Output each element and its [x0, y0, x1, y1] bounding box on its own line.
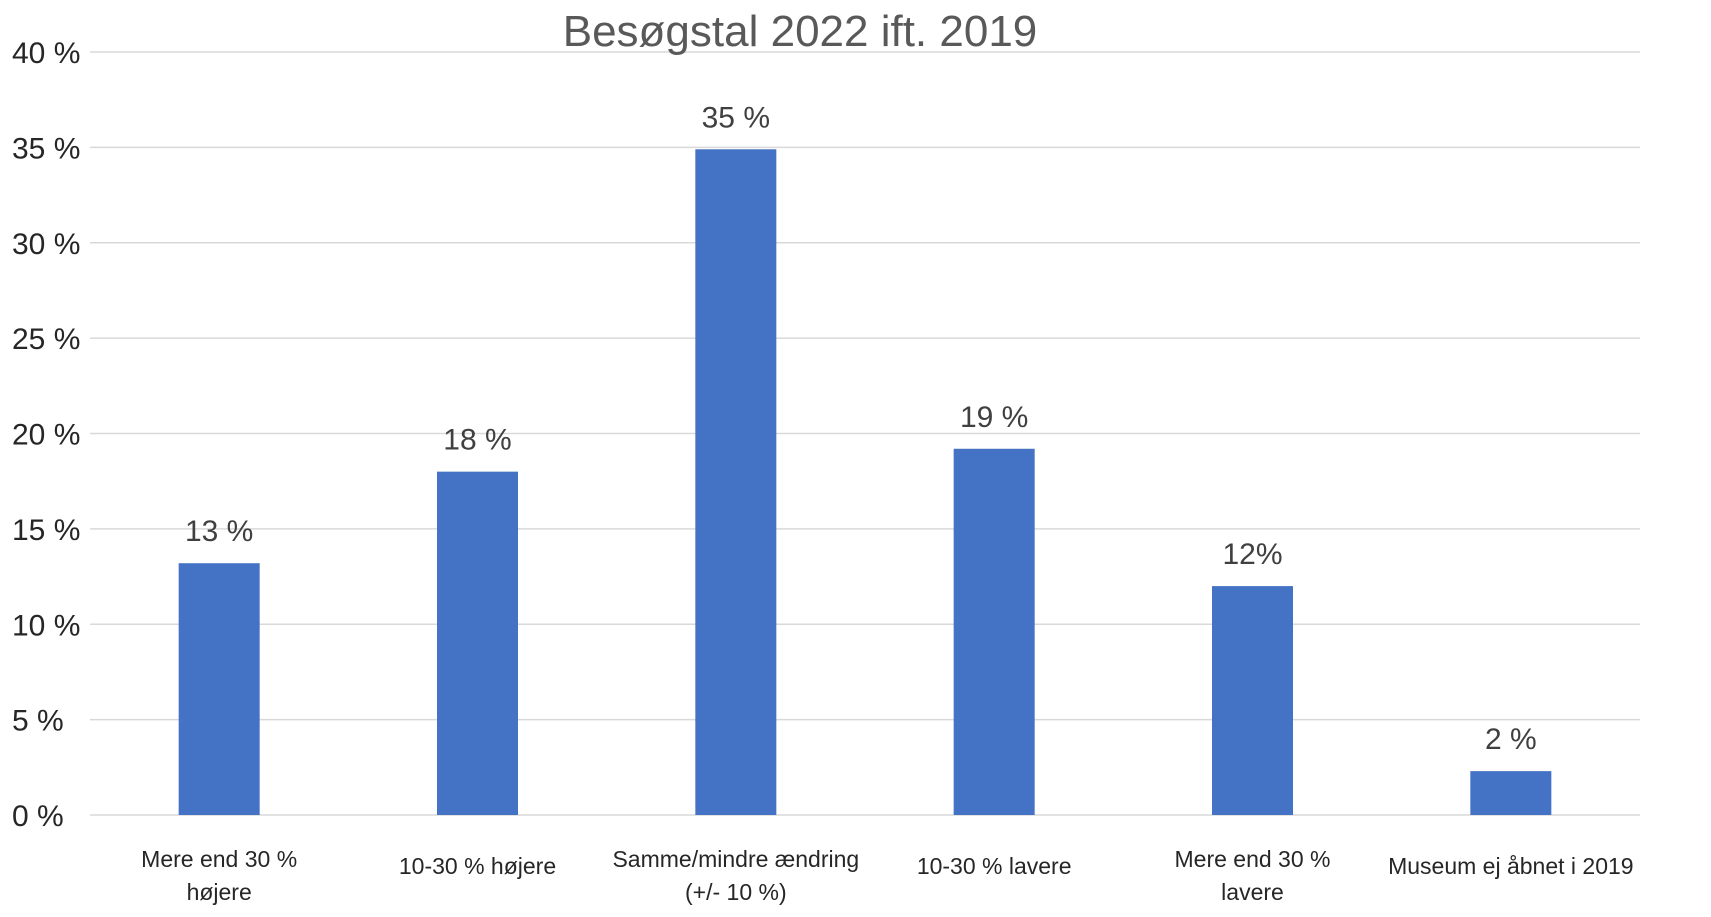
- y-tick-label: 5 %: [12, 705, 64, 738]
- x-tick-label: Mere end 30 %: [1175, 846, 1331, 872]
- bar: [953, 448, 1035, 815]
- x-tick-label: Mere end 30 %: [141, 846, 297, 872]
- bar: [178, 563, 260, 815]
- x-tick-label: (+/- 10 %): [685, 879, 787, 905]
- y-axis: 0 % 5 % 10 % 15 % 20 % 25 % 30 % 35 % 40 %: [12, 37, 80, 833]
- data-labels: 13 % 18 % 35 % 19 % 12% 2 %: [185, 101, 1537, 756]
- bar: [1212, 586, 1293, 815]
- y-tick-label: 25 %: [12, 323, 80, 356]
- y-tick-label: 10 %: [12, 609, 80, 642]
- x-tick-label: lavere: [1221, 879, 1284, 905]
- x-tick-label: Samme/mindre ændring: [612, 846, 859, 872]
- bars: [178, 149, 1552, 816]
- x-tick-label: 10-30 % lavere: [917, 853, 1072, 879]
- data-label: 2 %: [1485, 723, 1537, 756]
- chart-title: Besøgstal 2022 ift. 2019: [563, 7, 1038, 56]
- bar: [695, 149, 777, 816]
- x-tick-label: 10-30 % højere: [399, 853, 556, 879]
- y-tick-label: 15 %: [12, 514, 80, 547]
- data-label: 13 %: [185, 515, 253, 548]
- y-tick-label: 30 %: [12, 228, 80, 261]
- x-tick-label: højere: [187, 879, 252, 905]
- data-label: 19 %: [960, 401, 1028, 434]
- data-label: 35 %: [702, 101, 770, 134]
- data-label: 18 %: [443, 424, 511, 457]
- data-label: 12%: [1222, 538, 1282, 571]
- x-tick-label: Museum ej åbnet i 2019: [1388, 853, 1634, 879]
- y-tick-label: 20 %: [12, 419, 80, 452]
- x-axis: Mere end 30 % højere 10-30 % højere Samme/m…: [141, 846, 1633, 905]
- bar: [1470, 771, 1552, 815]
- y-tick-label: 0 %: [12, 800, 64, 833]
- bar: [437, 471, 518, 815]
- y-tick-label: 40 %: [12, 37, 80, 70]
- gridlines: [90, 51, 1640, 816]
- y-tick-label: 35 %: [12, 132, 80, 165]
